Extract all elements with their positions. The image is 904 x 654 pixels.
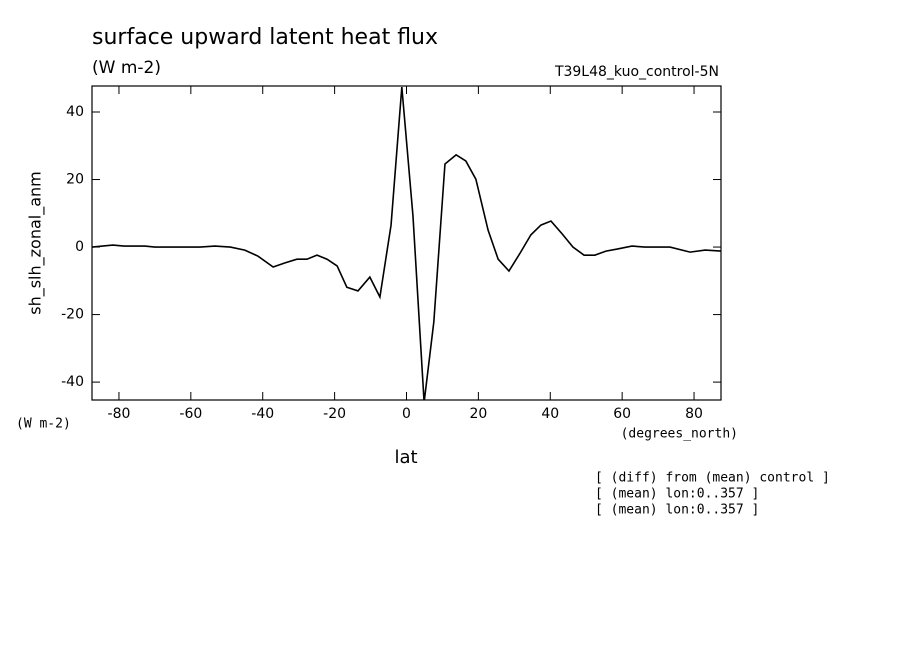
x-tick-label: -60 — [179, 406, 202, 422]
run-label: T39L48_kuo_control-5N — [554, 64, 719, 80]
y-tick-label: 0 — [75, 239, 84, 255]
x-tick-label: 20 — [469, 406, 487, 422]
note: [ (mean) lon:0..357 ] — [595, 503, 759, 518]
y-units: (W m-2) — [16, 417, 71, 432]
y-axis-label: sh_slh_zonal_anm — [26, 171, 46, 315]
note: [ (diff) from (mean) control ] — [595, 471, 830, 486]
x-tick-label: -20 — [323, 406, 346, 422]
y-tick-label: -20 — [61, 307, 84, 323]
y-tick-label: 40 — [66, 104, 84, 120]
x-tick-label: -80 — [108, 406, 131, 422]
data-line — [92, 86, 721, 400]
x-tick-label: 80 — [685, 406, 703, 422]
y-tick-label: 20 — [66, 172, 84, 188]
x-tick-label: 0 — [402, 406, 411, 422]
y-tick-label: -40 — [61, 374, 84, 390]
x-units: (degrees_north) — [621, 427, 738, 442]
subtitle: (W m-2) — [92, 58, 161, 78]
x-tick-label: 60 — [613, 406, 631, 422]
x-axis-label: lat — [394, 447, 417, 468]
x-tick-label: 40 — [541, 406, 559, 422]
chart-title: surface upward latent heat flux — [92, 25, 438, 50]
note: [ (mean) lon:0..357 ] — [595, 487, 759, 502]
x-tick-label: -40 — [251, 406, 274, 422]
